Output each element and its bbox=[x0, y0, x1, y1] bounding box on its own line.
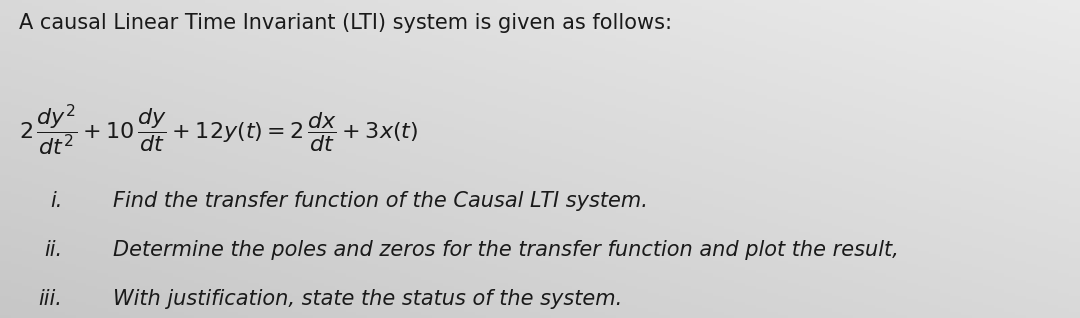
Text: With justification, state the status of the system.: With justification, state the status of … bbox=[113, 289, 623, 309]
Text: Determine the poles and zeros for the transfer function and plot the result,: Determine the poles and zeros for the tr… bbox=[113, 240, 900, 260]
Text: $2\,\dfrac{dy^2}{dt^2} + 10\,\dfrac{dy}{dt} + 12y(t) = 2\,\dfrac{dx}{dt} + 3x(t): $2\,\dfrac{dy^2}{dt^2} + 10\,\dfrac{dy}{… bbox=[19, 102, 419, 157]
Text: Find the transfer function of the Causal LTI system.: Find the transfer function of the Causal… bbox=[113, 191, 648, 211]
Text: i.: i. bbox=[51, 191, 63, 211]
Text: ii.: ii. bbox=[44, 240, 63, 260]
Text: A causal Linear Time Invariant (LTI) system is given as follows:: A causal Linear Time Invariant (LTI) sys… bbox=[19, 13, 673, 33]
Text: iii.: iii. bbox=[39, 289, 63, 309]
